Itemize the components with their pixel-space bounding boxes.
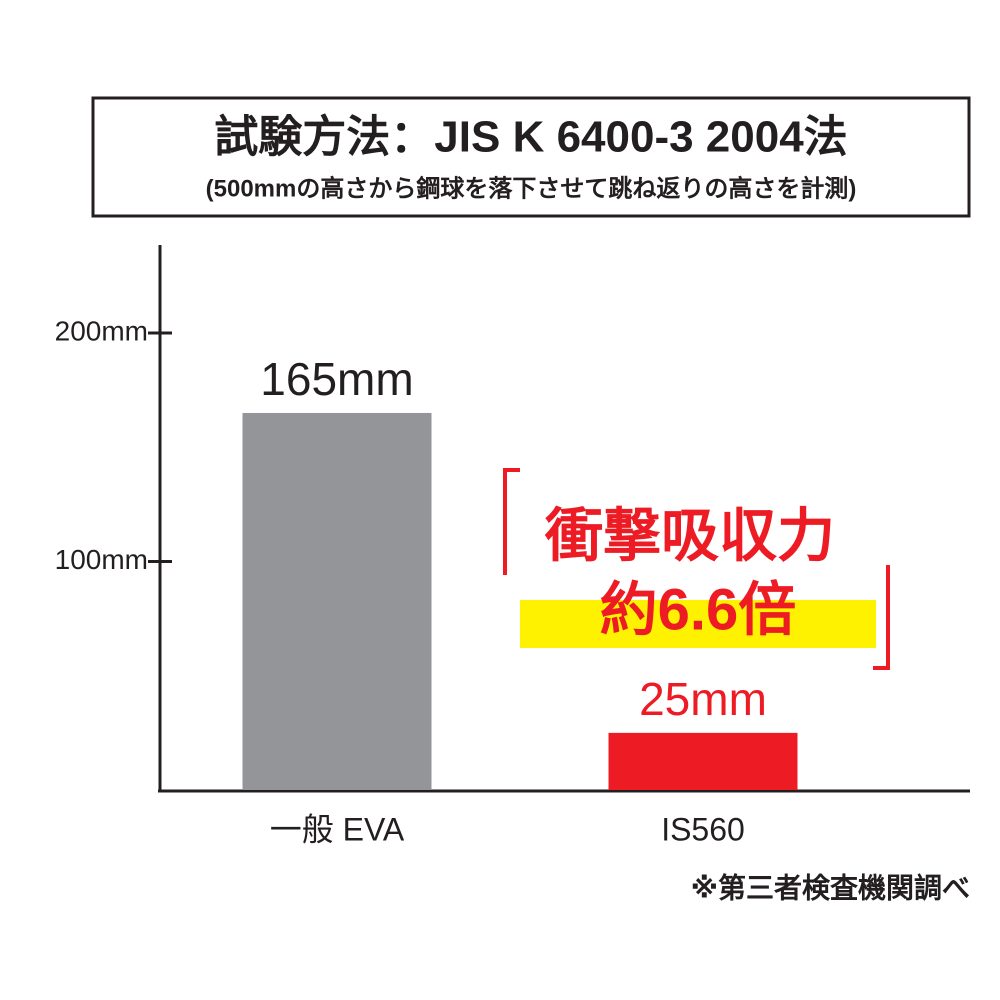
annotation: 衝撃吸収力 xyxy=(544,503,835,568)
bar xyxy=(608,732,798,790)
y-tick-label: 100mm xyxy=(55,544,148,575)
chart-subtitle: (500mmの高さから鋼球を落下させて跳ね返りの高さを計測) xyxy=(206,174,857,202)
y-tick-label: 200mm xyxy=(55,315,148,346)
footnote: ※第三者検査機関調べ xyxy=(691,871,970,903)
highlight xyxy=(520,600,876,648)
value-label: 25mm xyxy=(639,673,767,725)
value-label: 165mm xyxy=(260,353,413,405)
x-tick-label: 一般 EVA xyxy=(270,811,405,847)
bracket-open xyxy=(503,468,520,575)
annotation: 約6.6倍 xyxy=(600,577,797,642)
chart-title: 試験方法：JIS K 6400-3 2004法 xyxy=(214,113,847,162)
x-tick-label: IS560 xyxy=(661,811,745,847)
title-box xyxy=(91,96,971,218)
bar xyxy=(242,412,432,790)
bracket-close xyxy=(873,565,890,670)
